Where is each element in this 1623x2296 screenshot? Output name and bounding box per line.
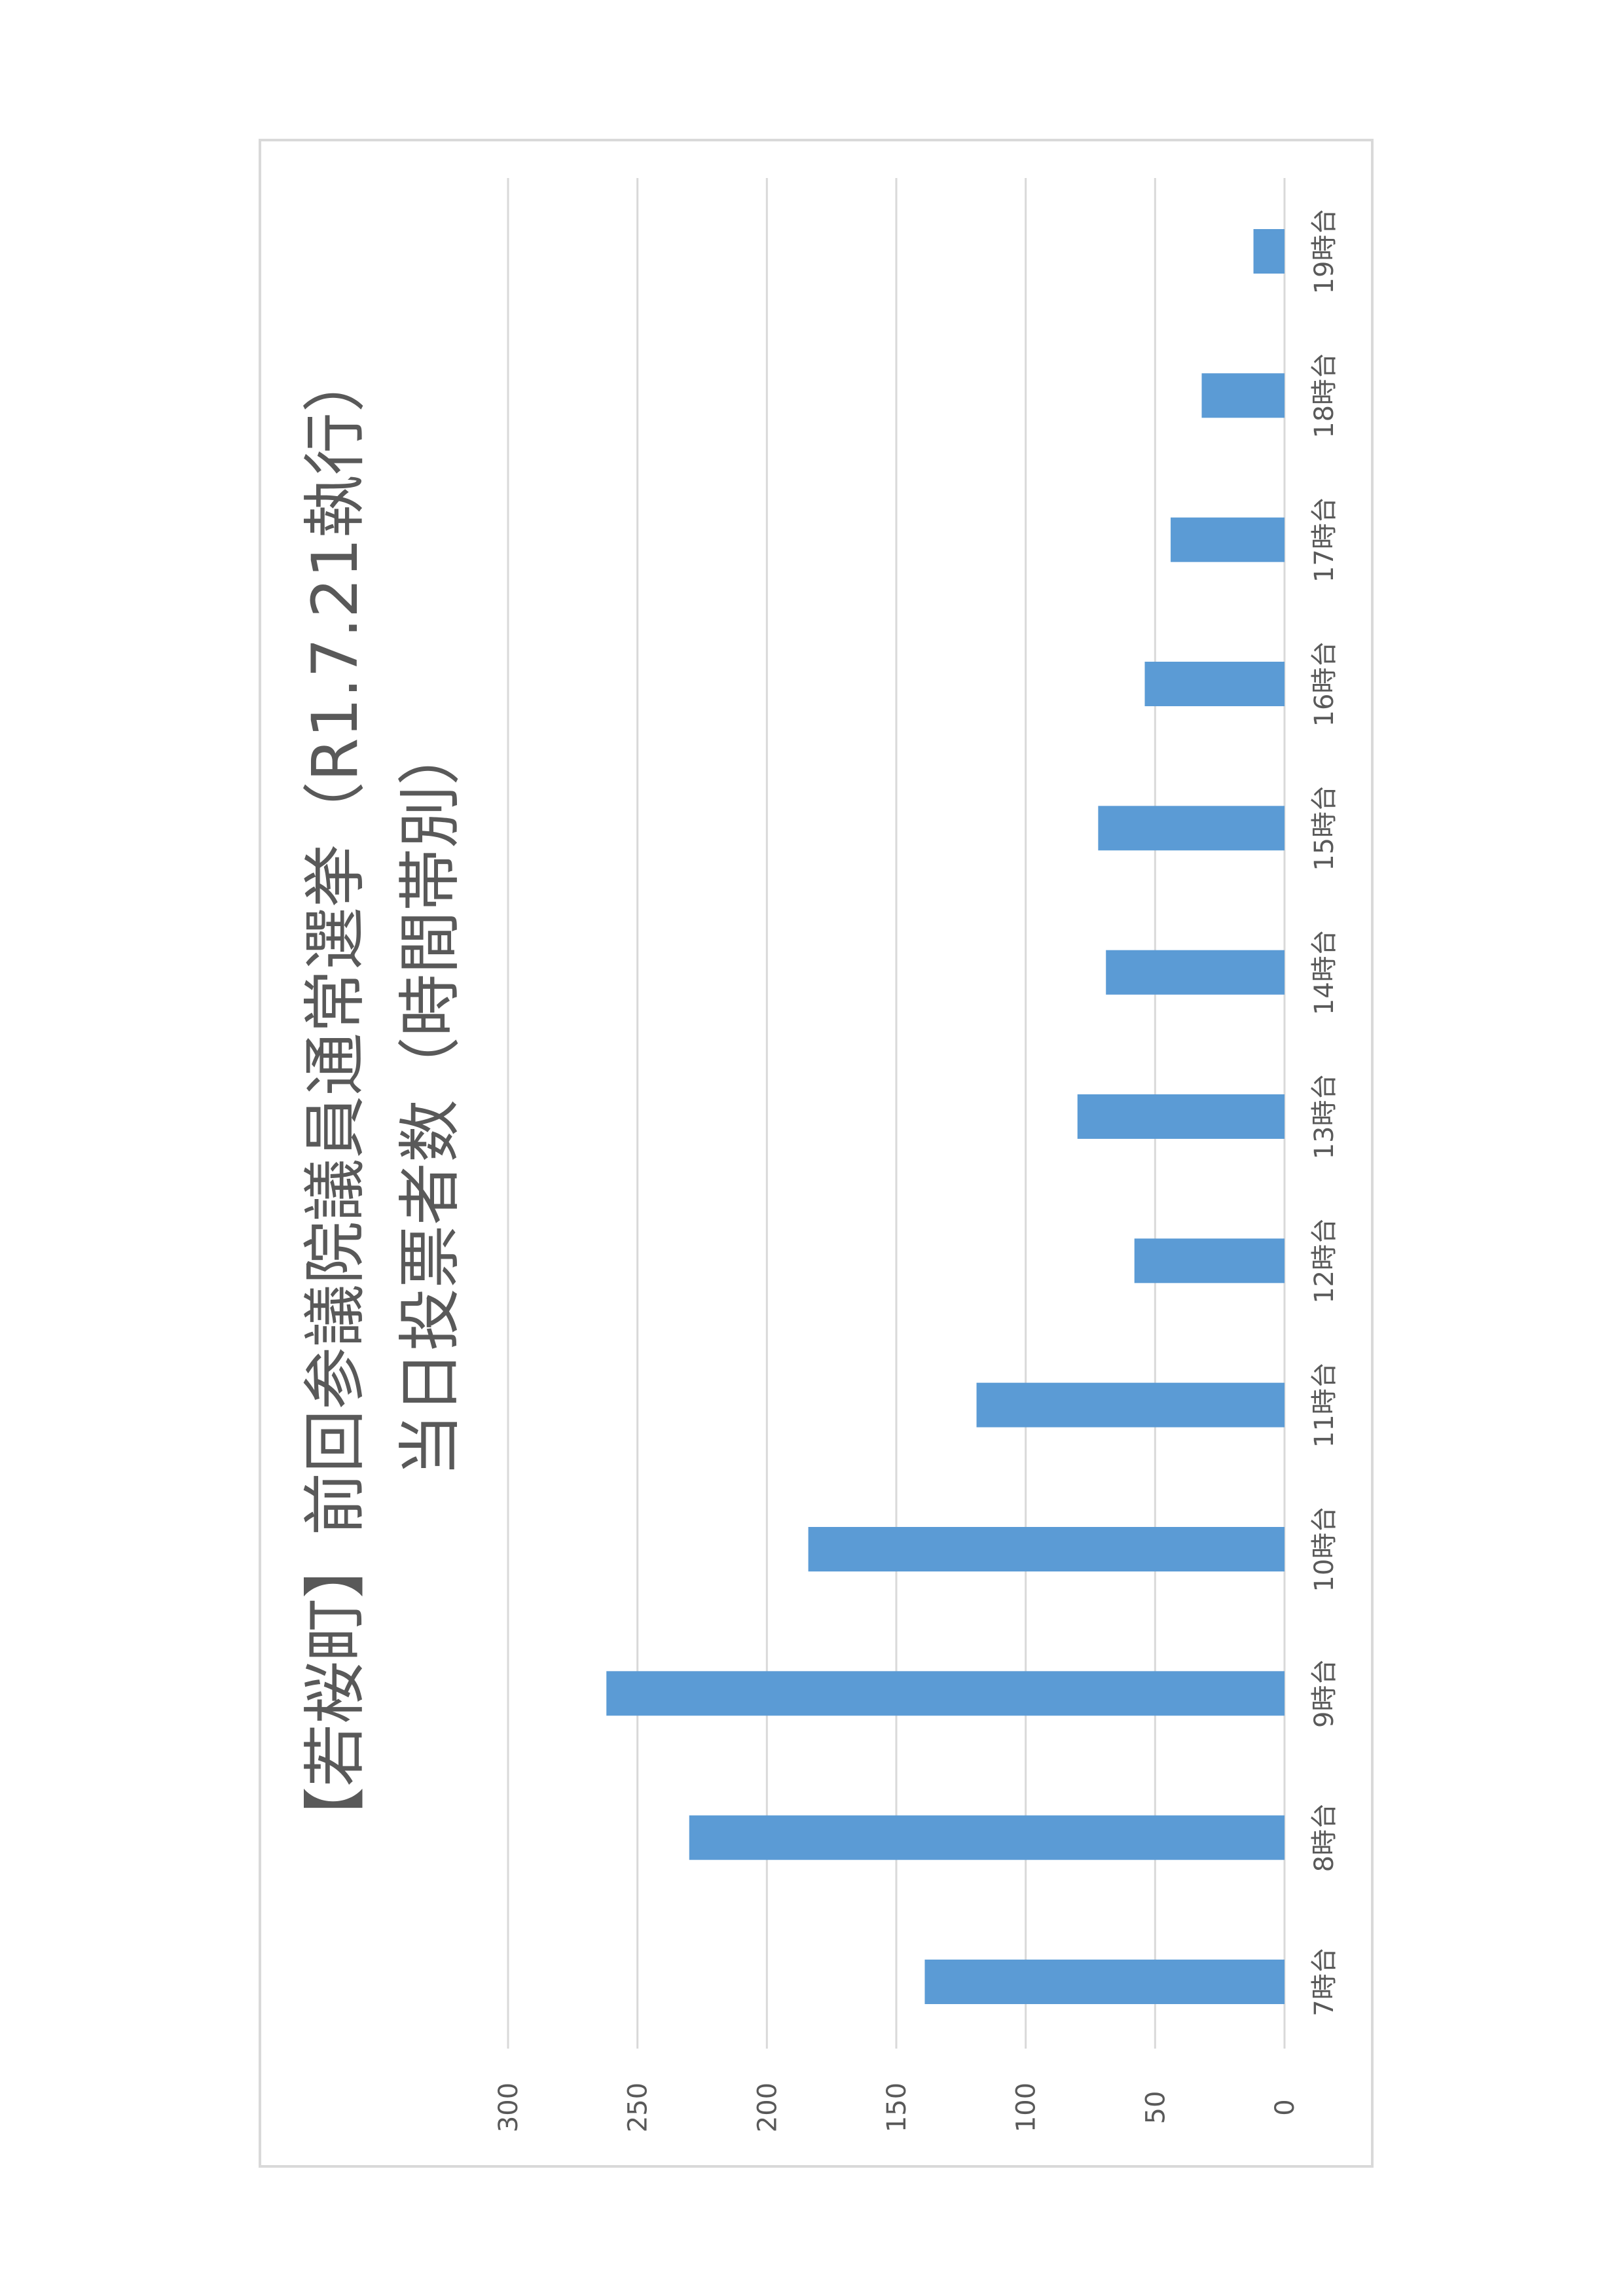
bar-17時台	[1171, 517, 1285, 562]
bar-9時台	[606, 1671, 1285, 1716]
chart-titles: 【若桜町】前回参議院議員通常選挙（R1.7.21執行） 当日投票者数（時間帯別）	[299, 350, 467, 1850]
bar-15時台	[1098, 806, 1285, 851]
value-tick-label: 0	[1270, 2099, 1300, 2115]
bar-18時台	[1201, 373, 1285, 418]
category-tick-label: 10時台	[1309, 1507, 1340, 1592]
bar-19時台	[1253, 229, 1285, 274]
chart-subtitle: 当日投票者数（時間帯別）	[393, 723, 467, 1477]
category-axis-ticks: 7時台 8時台 9時台 10時台 11時台 12時台 13時台 14時台 15時台 16時台 17時…	[1309, 209, 1340, 2017]
category-tick-label: 18時台	[1309, 353, 1340, 439]
category-tick-label: 12時台	[1309, 1218, 1340, 1304]
category-tick-label: 9時台	[1309, 1659, 1340, 1728]
bar-14時台	[1106, 950, 1285, 995]
value-tick-label: 300	[494, 2083, 524, 2132]
category-tick-label: 7時台	[1309, 1947, 1340, 2016]
value-tick-label: 100	[1012, 2083, 1042, 2132]
category-tick-label: 8時台	[1309, 1803, 1340, 1872]
bar-11時台	[976, 1382, 1285, 1427]
value-tick-label: 250	[623, 2083, 653, 2132]
category-tick-label: 14時台	[1309, 929, 1340, 1015]
bar-13時台	[1077, 1094, 1285, 1139]
gridlines	[507, 178, 1286, 2049]
bar-16時台	[1144, 662, 1285, 706]
category-tick-label: 11時台	[1309, 1362, 1340, 1448]
chart-title: 【若桜町】前回参議院議員通常選挙（R1.7.21執行）	[299, 350, 372, 1850]
value-axis-ticks: 0 50 100 150 200 250 300	[494, 2083, 1300, 2132]
category-tick-label: 13時台	[1309, 1074, 1340, 1160]
bar-7時台	[924, 1960, 1285, 2004]
bar-10時台	[808, 1527, 1285, 1571]
chart-frame	[259, 139, 1374, 2168]
bar-12時台	[1134, 1238, 1285, 1283]
category-tick-label: 19時台	[1309, 209, 1340, 295]
value-tick-label: 200	[752, 2083, 782, 2132]
value-tick-label: 50	[1140, 2091, 1171, 2125]
category-tick-label: 17時台	[1309, 497, 1340, 583]
bars	[606, 229, 1285, 2004]
category-tick-label: 16時台	[1309, 641, 1340, 727]
category-tick-label: 15時台	[1309, 785, 1340, 871]
bar-8時台	[689, 1815, 1285, 1860]
value-tick-label: 150	[882, 2083, 912, 2132]
